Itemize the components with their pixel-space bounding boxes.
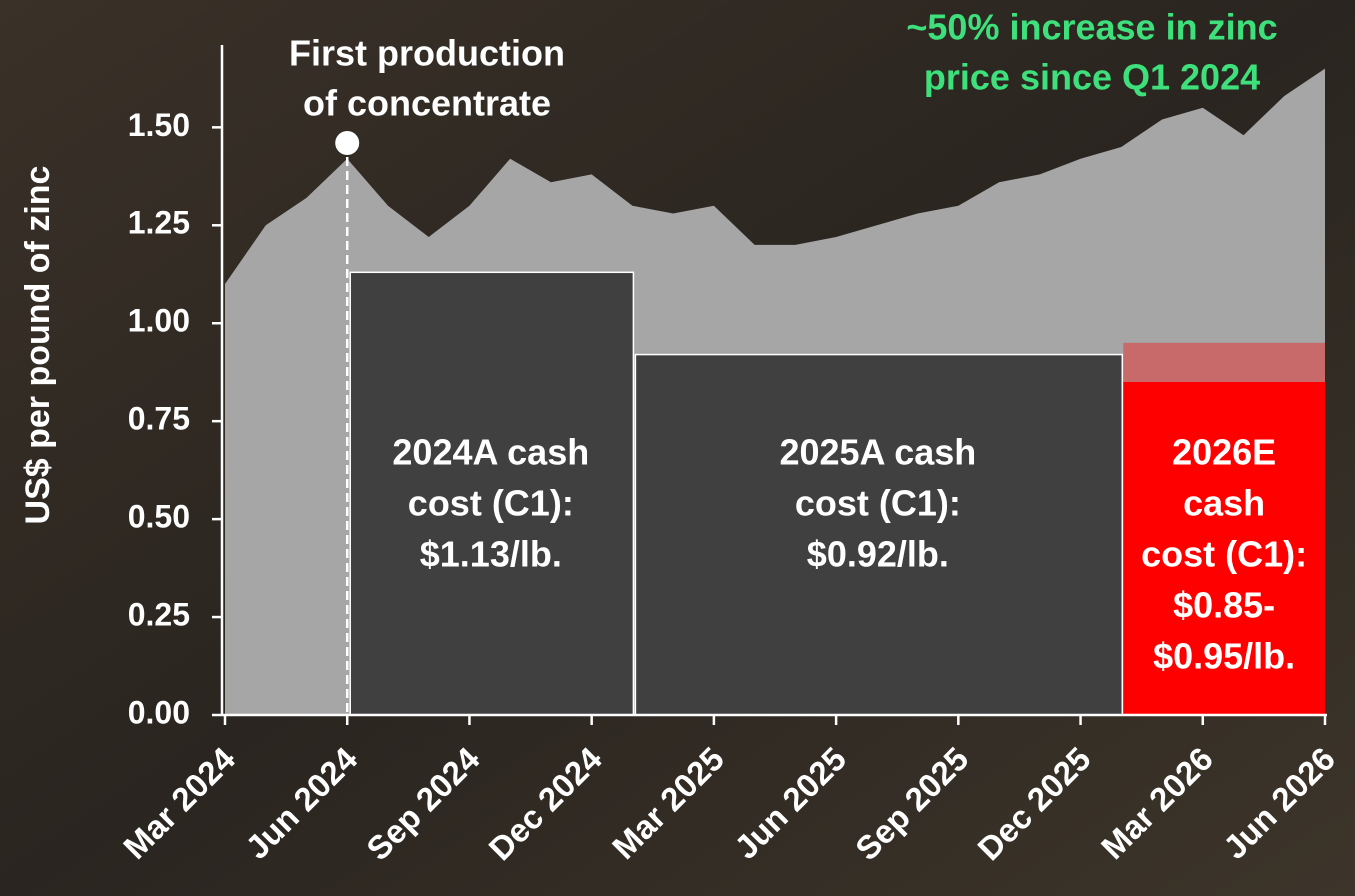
cost-bar	[634, 353, 1124, 716]
cost-label: cost (C1):	[1141, 534, 1307, 575]
callout: price since Q1 2024	[924, 57, 1260, 98]
cost-label: 2025A cash	[779, 432, 976, 473]
cost-label: 2024A cash	[392, 432, 589, 473]
cost-label: cost (C1):	[795, 483, 961, 524]
marker-label: of concentrate	[303, 83, 551, 124]
y-tick-label: 1.25	[128, 205, 190, 241]
cost-label: $0.85-	[1173, 585, 1275, 626]
y-tick-label: 1.00	[128, 303, 190, 339]
cost-label: 2026E	[1172, 432, 1276, 473]
cost-label: $1.13/lb.	[420, 534, 562, 575]
cost-label: $0.92/lb.	[807, 534, 949, 575]
y-tick-label: 0.50	[128, 499, 190, 535]
marker-label: First production	[289, 33, 565, 74]
cost-label: cost (C1):	[408, 483, 574, 524]
y-axis-label: US$ per pound of zinc	[19, 166, 57, 525]
cost-range	[1123, 342, 1325, 382]
cost-label: $0.95/lb.	[1153, 636, 1295, 677]
y-tick-label: 0.00	[128, 694, 190, 730]
cost-label: cash	[1183, 483, 1265, 524]
marker-dot	[335, 131, 360, 156]
y-tick-label: 1.50	[128, 107, 190, 143]
cost-bar	[349, 271, 635, 716]
y-tick-label: 0.75	[128, 401, 190, 437]
callout: ~50% increase in zinc	[906, 7, 1277, 48]
cost-bar	[1123, 382, 1325, 715]
y-tick-label: 0.25	[128, 597, 190, 633]
